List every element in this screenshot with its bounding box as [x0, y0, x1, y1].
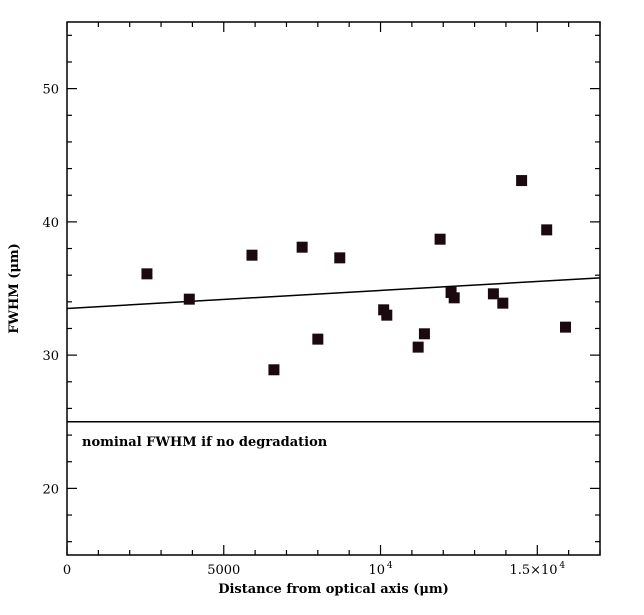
fit-line: [66, 277, 601, 310]
y-tick-label: 30: [42, 349, 59, 364]
data-point: [334, 252, 346, 264]
data-point: [312, 333, 324, 345]
plot-frame: [66, 21, 601, 556]
data-point: [268, 364, 280, 376]
data-point: [183, 293, 195, 305]
data-point: [560, 321, 572, 333]
data-point: [448, 292, 460, 304]
y-tick-labels: 20 30 40 50: [42, 83, 59, 498]
y-tick-label: 50: [42, 83, 59, 98]
x-axis-label: Distance from optical axis (μm): [218, 582, 449, 597]
data-point: [296, 241, 308, 253]
data-point: [434, 233, 446, 245]
y-axis-label: FWHM (μm): [7, 243, 22, 334]
x-tick-label: 10 4: [368, 561, 392, 578]
lines-layer: [66, 277, 601, 423]
y-tick-label: 20: [42, 482, 59, 497]
data-point: [381, 309, 393, 321]
data-point: [516, 175, 528, 187]
y-tick-label: 40: [42, 216, 59, 231]
reference-line-label: nominal FWHM if no degradation: [82, 435, 328, 450]
data-point: [412, 341, 424, 353]
x-tick-label: 0: [63, 563, 71, 578]
x-tick-labels: 0 5000 10 4 1.5×10 4: [63, 561, 566, 578]
data-point: [487, 288, 499, 300]
x-tick-label: 1.5×10 4: [509, 561, 565, 578]
data-point: [418, 328, 430, 340]
ticks-layer: [66, 22, 601, 555]
data-point: [541, 224, 553, 236]
x-tick-label: 5000: [207, 563, 240, 578]
data-point: [497, 297, 509, 309]
points-layer: [141, 175, 572, 376]
data-point: [246, 249, 258, 261]
data-point: [141, 268, 153, 280]
